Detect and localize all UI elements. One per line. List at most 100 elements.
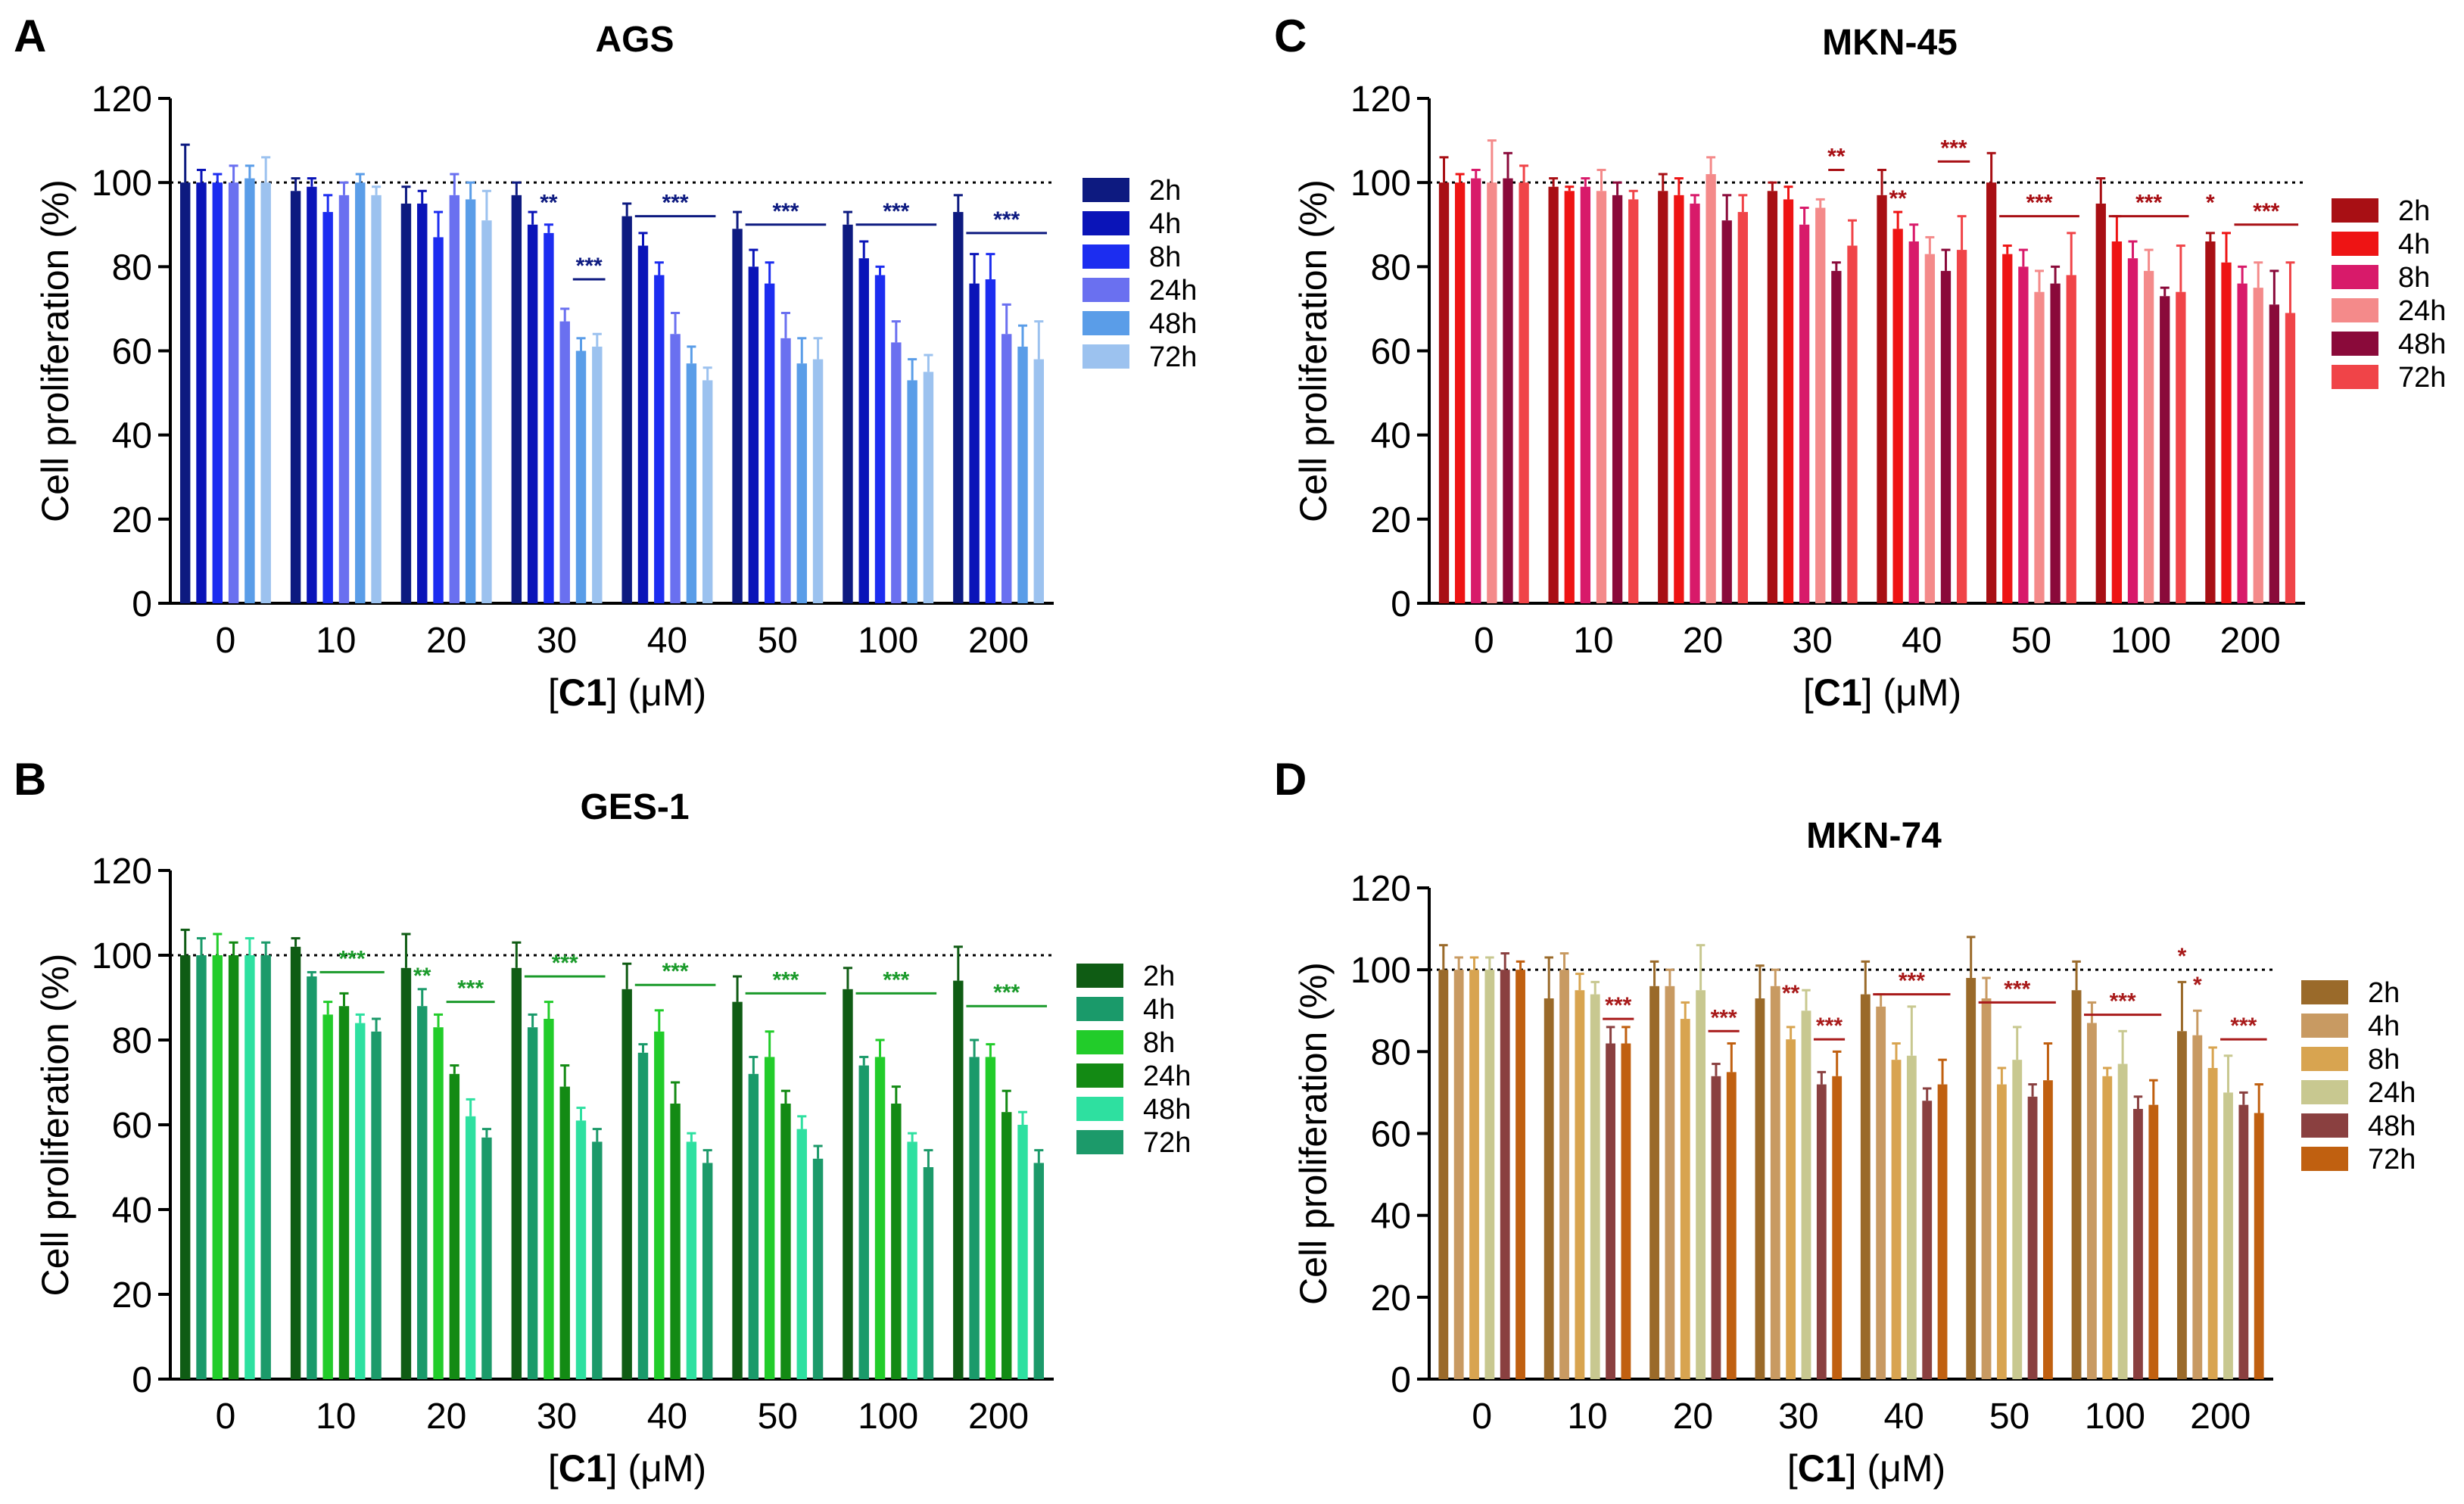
legend-swatch-72h — [1076, 1130, 1123, 1154]
x-axis-label: [C1] (μM) — [548, 671, 706, 714]
bar-72h-0 — [260, 182, 271, 603]
bar-8h-20 — [433, 237, 444, 603]
x-tick-label: 0 — [1474, 621, 1494, 661]
significance-marker: *** — [2230, 1014, 2257, 1038]
bar-24h-20 — [449, 195, 460, 603]
significance-marker: *** — [2004, 976, 2030, 1001]
bar-8h-200 — [985, 279, 996, 603]
y-axis-label: Cell proliferation (%) — [1292, 179, 1335, 522]
bar-8h-40 — [654, 1031, 665, 1379]
x-tick-label: 50 — [2011, 621, 2051, 661]
bar-8h-0 — [212, 182, 223, 603]
bar-72h-30 — [592, 1141, 603, 1379]
bar-4h-0 — [1454, 182, 1466, 603]
bar-48h-100 — [2160, 296, 2170, 603]
y-tick-label: 100 — [92, 163, 152, 204]
legend-swatch-4h — [2332, 232, 2378, 256]
bar-72h-200 — [1033, 1163, 1045, 1379]
y-axis-label: Cell proliferation (%) — [1292, 962, 1335, 1305]
bar-24h-10 — [338, 195, 350, 603]
legend-label-2h: 2h — [2368, 977, 2400, 1009]
bar-24h-200 — [1001, 1112, 1012, 1379]
legend-label-4h: 4h — [1143, 994, 1175, 1026]
x-axis-label: [C1] (μM) — [1803, 671, 1961, 714]
y-tick-label: 80 — [1371, 1032, 1411, 1073]
y-tick-label: 40 — [1371, 1197, 1411, 1237]
bar-8h-100 — [2102, 1076, 2113, 1379]
legend-swatch-2h — [1082, 178, 1129, 202]
panel-letter: B — [14, 754, 46, 805]
bar-8h-40 — [1891, 1060, 1902, 1379]
bar-8h-50 — [764, 1057, 775, 1379]
bar-8h-100 — [874, 275, 886, 603]
x-tick-label: 200 — [2220, 621, 2281, 661]
x-tick-label: 0 — [216, 621, 236, 661]
bar-8h-30 — [1786, 1039, 1796, 1379]
bar-72h-40 — [702, 1163, 713, 1379]
significance-marker: *** — [993, 980, 1020, 1005]
bar-72h-10 — [1628, 199, 1639, 603]
bar-48h-100 — [907, 1141, 917, 1379]
bar-2h-30 — [511, 195, 522, 603]
bar-24h-50 — [780, 1104, 791, 1379]
significance-marker: ** — [413, 964, 431, 989]
y-tick-label: 80 — [1371, 248, 1411, 288]
legend-label-2h: 2h — [1149, 175, 1181, 207]
bar-8h-0 — [212, 955, 223, 1379]
bar-4h-10 — [307, 976, 317, 1379]
significance-marker: *** — [772, 199, 799, 224]
legend-swatch-4h — [1076, 997, 1123, 1021]
bar-72h-100 — [2148, 1104, 2159, 1379]
bar-72h-40 — [702, 380, 713, 603]
significance-marker: *** — [993, 207, 1020, 232]
bar-4h-50 — [2002, 254, 2013, 603]
legend-label-24h: 24h — [1149, 275, 1197, 307]
legend-swatch-8h — [1082, 244, 1129, 269]
significance-marker: *** — [772, 967, 799, 992]
bar-8h-50 — [2018, 266, 2029, 603]
x-tick-label: 20 — [426, 1397, 466, 1437]
bar-4h-40 — [1876, 1006, 1886, 1379]
x-tick-label: 40 — [1902, 621, 1942, 661]
significance-marker: ** — [540, 191, 558, 216]
x-tick-label: 50 — [1989, 1397, 2029, 1437]
bar-8h-100 — [874, 1057, 886, 1379]
bar-8h-10 — [322, 212, 333, 603]
bar-72h-30 — [1832, 1076, 1843, 1379]
x-tick-label: 40 — [647, 621, 687, 661]
bar-48h-10 — [355, 1023, 366, 1379]
significance-marker: *** — [1816, 1014, 1843, 1038]
bar-2h-10 — [1548, 186, 1559, 604]
legend-swatch-4h — [1082, 211, 1129, 235]
bar-48h-40 — [686, 1141, 697, 1379]
y-tick-label: 100 — [1350, 163, 1411, 204]
legend-swatch-24h — [1082, 278, 1129, 302]
bar-48h-50 — [796, 363, 807, 603]
bar-48h-40 — [686, 363, 697, 603]
bar-4h-100 — [858, 1065, 869, 1379]
legend-label-8h: 8h — [2398, 262, 2430, 294]
bar-24h-30 — [1815, 207, 1826, 603]
bar-24h-100 — [2143, 270, 2154, 603]
legend-label-48h: 48h — [1143, 1094, 1191, 1126]
x-tick-label: 20 — [426, 621, 466, 661]
y-tick-label: 80 — [112, 1021, 152, 1061]
x-tick-label: 10 — [1573, 621, 1613, 661]
x-tick-label: 200 — [968, 1397, 1029, 1437]
bar-24h-100 — [2117, 1063, 2128, 1379]
bar-72h-30 — [1847, 245, 1858, 603]
significance-marker: *** — [662, 191, 689, 216]
bar-4h-100 — [858, 258, 869, 603]
y-tick-label: 20 — [112, 500, 152, 540]
bar-4h-0 — [196, 955, 207, 1379]
bar-4h-200 — [2221, 262, 2232, 603]
bar-2h-40 — [621, 989, 632, 1379]
bar-24h-30 — [1801, 1010, 1811, 1379]
bar-4h-100 — [2111, 241, 2123, 603]
bar-24h-0 — [228, 955, 239, 1379]
bar-48h-200 — [2269, 304, 2280, 603]
bar-2h-30 — [511, 967, 522, 1379]
